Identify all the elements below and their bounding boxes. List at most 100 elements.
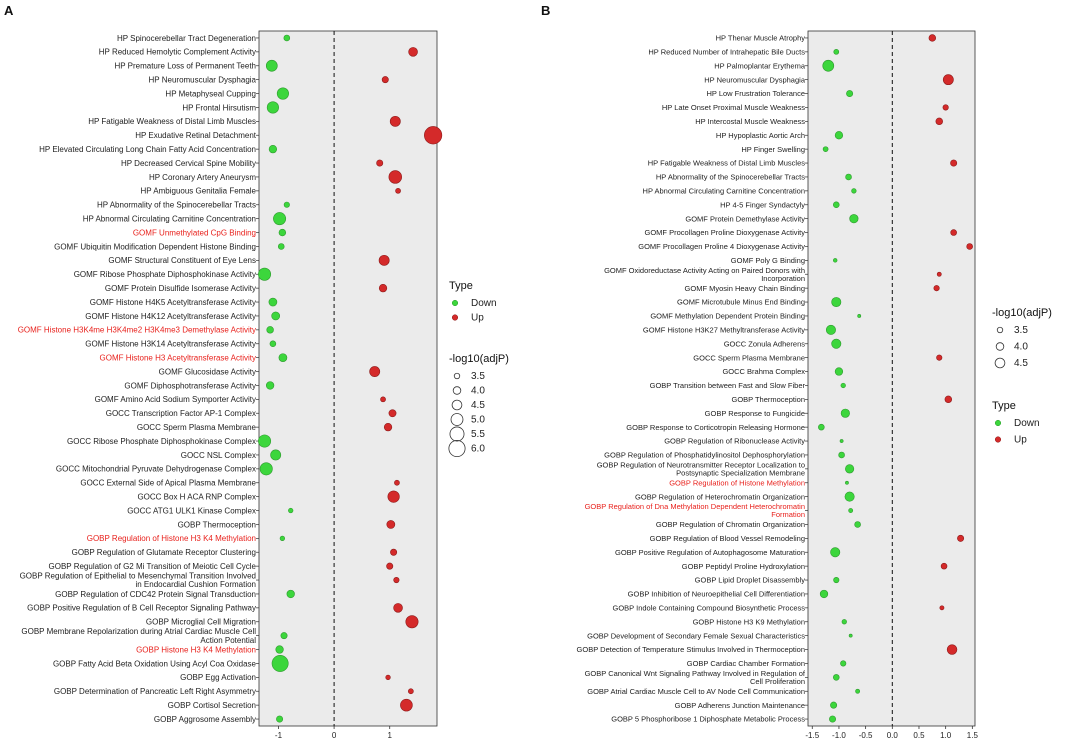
- data-point: [388, 409, 397, 418]
- legend-key-up: [451, 314, 459, 321]
- row-label: GOBP Histone H3 K4 Methylation: [136, 645, 256, 654]
- row-label: GOBP Egg Activation: [180, 673, 256, 682]
- data-point: [849, 214, 859, 224]
- row-label: GOCC Sperm Plasma Membrane: [693, 353, 805, 362]
- data-point: [273, 212, 287, 226]
- data-point: [278, 353, 288, 362]
- legend-size-key: [449, 426, 465, 442]
- x-tick-label: 0: [332, 731, 337, 740]
- row-label: GOBP Regulation of Neurotransmitter Rece…: [597, 460, 805, 477]
- data-point: [385, 674, 391, 680]
- row-label: GOBP Regulation of Dna Methylation Depen…: [585, 502, 805, 519]
- row-label: HP Neuromuscular Dysphagia: [704, 75, 806, 84]
- type-legend: Type Down Up: [449, 280, 497, 324]
- legend-label: 6.0: [471, 444, 485, 455]
- row-label: GOBP Regulation of G2 Mi Transition of M…: [49, 562, 257, 571]
- data-point: [822, 59, 835, 72]
- data-point: [286, 589, 295, 599]
- data-point: [394, 479, 400, 486]
- row-label: GOBP Regulation of Heterochromatin Organ…: [635, 492, 805, 501]
- row-label: GOMF Structural Constituent of Eye Lens: [108, 256, 256, 265]
- row-label: GOCC External Side of Apical Plasma Memb…: [80, 479, 256, 488]
- data-point: [848, 633, 853, 638]
- legend-label: Up: [471, 313, 484, 324]
- data-point: [839, 439, 844, 443]
- row-label: GOBP Thermoception: [731, 395, 805, 404]
- data-point: [950, 159, 958, 167]
- data-point: [393, 603, 403, 613]
- legend-label: 4.0: [1014, 342, 1028, 353]
- data-point: [851, 188, 857, 194]
- row-label: GOMF Oxidoreductase Activity Acting on P…: [604, 266, 805, 283]
- data-point: [408, 688, 414, 695]
- panel-letter: A: [4, 3, 14, 18]
- data-point: [271, 655, 289, 672]
- row-label: HP Frontal Hirsutism: [182, 103, 256, 112]
- legend-size-key: [452, 386, 462, 395]
- data-point: [271, 311, 281, 321]
- legend-label: 3.5: [471, 371, 485, 382]
- row-label: HP Spinocerebellar Tract Degeneration: [117, 34, 256, 43]
- data-point: [848, 508, 854, 513]
- row-label: GOBP Regulation of Ribonuclease Activity: [664, 437, 805, 446]
- row-label: GOBP Canonical Wnt Signaling Pathway Inv…: [585, 669, 806, 686]
- row-label: GOBP Determination of Pancreatic Left Ri…: [54, 687, 256, 696]
- row-label: GOCC NSL Complex: [181, 451, 256, 460]
- data-point: [270, 449, 282, 461]
- x-tick-label: -1: [275, 731, 283, 740]
- legend-label: 5.5: [471, 429, 485, 440]
- row-label: HP Abnormal Circulating Carnitine Concen…: [643, 186, 805, 195]
- row-label: GOBP Cortisol Secretion: [168, 701, 256, 710]
- row-label: GOBP Cardiac Chamber Formation: [687, 659, 805, 668]
- row-label: GOMF Procollagen Proline Dioxygenase Act…: [645, 228, 806, 237]
- data-point: [383, 423, 393, 432]
- legend-key-down: [451, 299, 459, 307]
- plot-area: [258, 30, 438, 727]
- legend-label: 4.5: [1014, 358, 1028, 369]
- row-label: GOMF Ubiquitin Modification Dependent Hi…: [54, 242, 256, 251]
- row-label: GOBP 5 Phosphoribose 1 Diphosphate Metab…: [611, 715, 805, 724]
- x-tick-label: 0.0: [887, 731, 899, 740]
- legend-label: 3.5: [1014, 325, 1028, 336]
- legend-key-up: [994, 436, 1002, 443]
- legend-label: Up: [1014, 435, 1027, 446]
- row-label: GOCC ATG1 ULK1 Kinase Complex: [127, 506, 256, 515]
- row-label: GOBP Regulation of Phosphatidylinositol …: [604, 451, 805, 460]
- row-label: HP Exudative Retinal Detachment: [135, 131, 257, 140]
- data-point: [266, 101, 279, 114]
- x-tick-label: -0.5: [859, 731, 873, 740]
- data-point: [288, 507, 294, 514]
- row-label: HP Elevated Circulating Long Chain Fatty…: [39, 145, 256, 154]
- data-point: [831, 338, 842, 349]
- data-point: [268, 145, 278, 154]
- data-point: [380, 396, 386, 403]
- data-point: [266, 381, 275, 390]
- row-label: HP Abnormal Circulating Carnitine Concen…: [83, 214, 256, 223]
- row-label: GOCC Zonula Adherens: [724, 339, 806, 348]
- data-point: [845, 464, 855, 474]
- legend-title: -log10(adjP): [992, 307, 1052, 319]
- legend-label: Down: [471, 298, 497, 309]
- x-tick-label: -1.5: [805, 731, 819, 740]
- row-label: GOCC Box H ACA RNP Complex: [137, 492, 256, 501]
- data-point: [275, 645, 284, 654]
- row-label: GOBP Regulation of Histone H3 K4 Methyla…: [87, 534, 256, 543]
- row-label: GOMF Histone H3K14 Acetyltransferase Act…: [85, 340, 256, 349]
- data-point: [389, 115, 401, 127]
- data-point: [854, 521, 861, 528]
- data-point: [942, 74, 954, 86]
- data-point: [855, 688, 861, 694]
- legend-key-down: [994, 419, 1002, 427]
- data-point: [378, 254, 390, 266]
- legend-size-key: [996, 326, 1004, 334]
- data-point: [386, 520, 396, 529]
- row-label: GOBP Response to Corticotropin Releasing…: [626, 423, 805, 432]
- row-label: GOBP Indole Containing Compound Biosynth…: [613, 603, 806, 612]
- row-label: GOBP Regulation of Epithelial to Mesench…: [20, 572, 256, 590]
- data-point: [846, 90, 854, 98]
- row-label: GOCC Sperm Plasma Membrane: [137, 423, 257, 432]
- legend-label: 5.0: [471, 415, 485, 426]
- data-point: [833, 49, 840, 55]
- data-point: [259, 462, 273, 476]
- x-tick-label: 1.0: [940, 731, 952, 740]
